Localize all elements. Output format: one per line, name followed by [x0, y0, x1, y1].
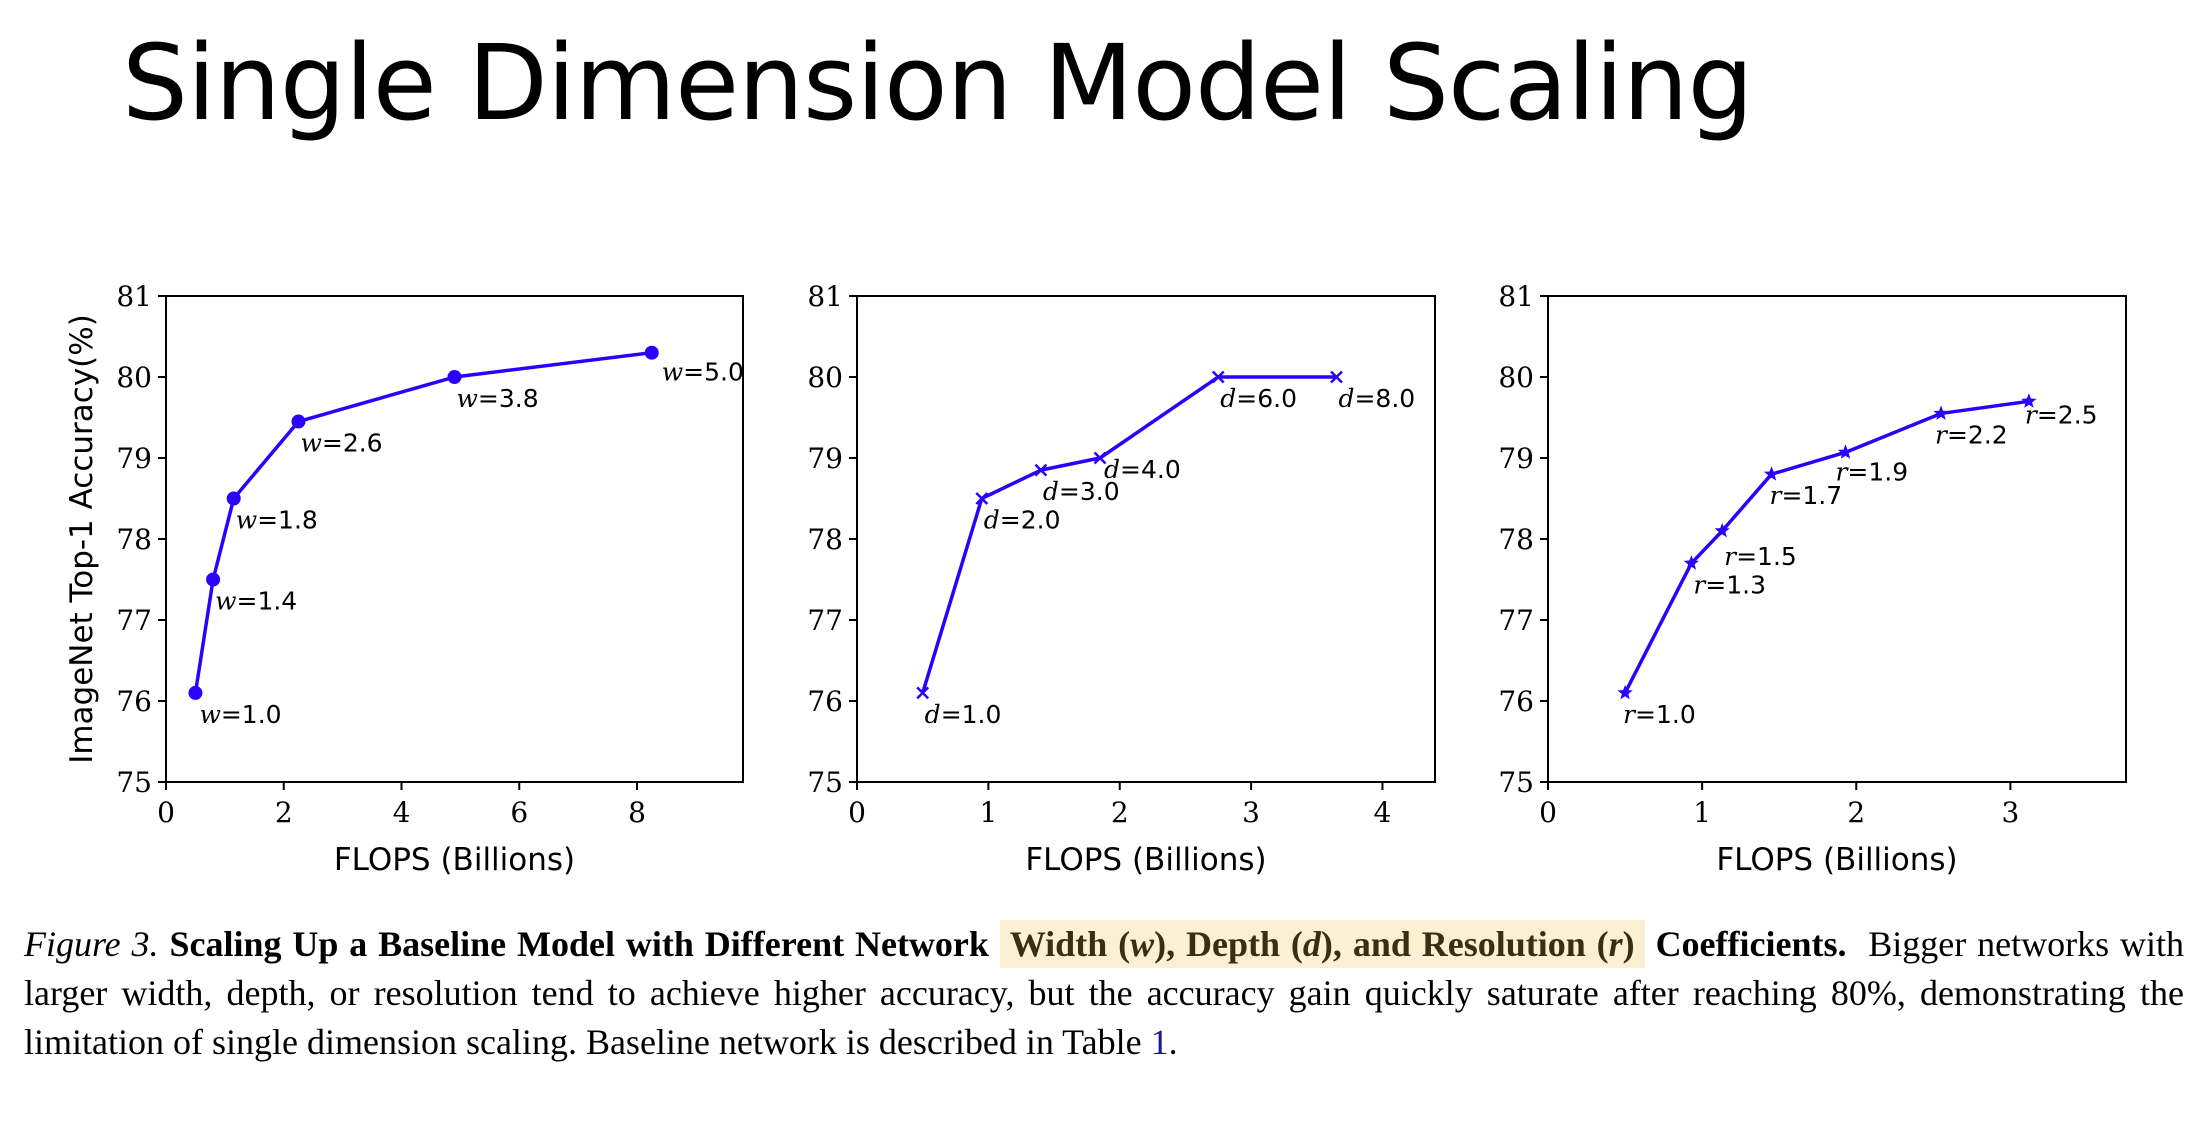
- x-tick-label: 0: [848, 796, 866, 829]
- data-label: w=1.0: [199, 700, 281, 729]
- data-point-dot: [226, 491, 241, 506]
- caption-depth: Depth: [1186, 924, 1281, 964]
- y-tick-label: 79: [807, 442, 843, 475]
- slide-title: Single Dimension Model Scaling: [122, 22, 1754, 144]
- data-label: r=1.3: [1693, 570, 1766, 599]
- x-tick-label: 2: [1847, 796, 1865, 829]
- y-tick-label: 79: [1498, 442, 1534, 475]
- data-label: r=1.9: [1835, 457, 1908, 486]
- figure-label: Figure 3.: [24, 924, 159, 964]
- data-label: w=1.4: [215, 587, 297, 616]
- data-point-x: [916, 686, 930, 700]
- data-point-x: [1211, 370, 1225, 384]
- caption-and-resolution: and Resolution: [1352, 924, 1586, 964]
- data-point-dot: [447, 370, 462, 384]
- y-tick-label: 76: [807, 685, 843, 718]
- y-tick-label: 75: [807, 766, 843, 799]
- data-point-x: [975, 492, 989, 505]
- x-tick-label: 4: [393, 796, 411, 829]
- x-tick-label: 1: [979, 796, 997, 829]
- y-tick-label: 80: [807, 361, 843, 394]
- figure-caption: Figure 3. Scaling Up a Baseline Model wi…: [24, 920, 2184, 1067]
- y-tick-label: 78: [807, 523, 843, 556]
- caption-end: .: [1168, 1022, 1178, 1062]
- y-tick-label: 80: [116, 361, 152, 394]
- y-tick-label: 76: [1498, 685, 1534, 718]
- x-tick-label: 0: [1539, 796, 1557, 829]
- y-tick-label: 75: [116, 766, 152, 799]
- chart-width-scaling: 75 76 77 78 79 80 81 0 2 4 6 8 FLOPS (Billions) Image…: [64, 280, 744, 878]
- chart-resolution-scaling: 75 76 77 78 79 80 81 0 1 2 3 FLOPS (Billions) r=1.0 r…: [1498, 280, 2127, 878]
- data-point-dot: [188, 685, 203, 700]
- data-point-dot: [206, 572, 221, 587]
- y-tick-label: 76: [116, 685, 152, 718]
- caption-res-var: r: [1608, 924, 1623, 964]
- x-tick-label: 0: [157, 796, 175, 829]
- data-label: r=1.5: [1724, 542, 1797, 571]
- x-tick-label: 2: [275, 796, 293, 829]
- data-point-star: [1714, 522, 1730, 538]
- y-tick-label: 81: [807, 280, 843, 313]
- y-tick-label: 77: [116, 604, 152, 637]
- data-label: d=8.0: [1338, 384, 1415, 413]
- caption-body: Bigger networks with larger width, depth…: [24, 924, 2185, 1062]
- figure-charts: 75 76 77 78 79 80 81 0 2 4 6 8 FLOPS (Billions) Image…: [64, 280, 2127, 878]
- data-point-x: [1034, 463, 1048, 477]
- data-point-star: [1933, 405, 1949, 420]
- x-tick-label: 2: [1111, 796, 1129, 829]
- y-tick-label: 79: [116, 442, 152, 475]
- caption-depth-var: d: [1302, 924, 1321, 964]
- data-label: d=6.0: [1220, 384, 1297, 413]
- x-tick-label: 8: [628, 796, 646, 829]
- x-tick-label: 1: [1693, 796, 1711, 829]
- y-tick-label: 75: [1498, 766, 1534, 799]
- data-label: r=1.0: [1623, 700, 1696, 729]
- caption-bold-lead: Scaling Up a Baseline Model with Differe…: [169, 924, 989, 964]
- data-point-star: [2021, 393, 2037, 408]
- caption-bold-tail: Coefficients.: [1655, 924, 1847, 964]
- chart-depth-scaling: 75 76 77 78 79 80 81 0 1 2 3 4 FLOPS (Billions) d=1.0…: [807, 280, 1436, 878]
- x-axis-title: FLOPS (Billions): [334, 842, 575, 878]
- y-tick-label: 77: [807, 604, 843, 637]
- data-label: d=3.0: [1043, 477, 1120, 506]
- caption-highlight: Width (w), Depth (d), and Resolution (r): [999, 920, 1645, 968]
- data-point-star: [1617, 684, 1633, 700]
- x-tick-label: 6: [510, 796, 528, 829]
- y-tick-label: 80: [1498, 361, 1534, 394]
- data-label: w=5.0: [662, 358, 744, 387]
- series-line: [921, 375, 1337, 694]
- data-point-star: [1763, 466, 1780, 481]
- y-tick-label: 81: [116, 280, 152, 313]
- x-tick-label: 4: [1374, 796, 1392, 829]
- data-point-dot: [291, 414, 306, 429]
- y-tick-label: 78: [1498, 523, 1534, 556]
- series-line: [193, 350, 652, 694]
- data-label: d=1.0: [925, 700, 1002, 729]
- data-point-star: [1837, 444, 1854, 459]
- data-point-star: [1683, 555, 1699, 570]
- x-tick-label: 3: [2001, 796, 2019, 829]
- caption-width: Width: [1009, 924, 1108, 964]
- data-label: w=3.8: [457, 384, 539, 413]
- data-label: d=2.0: [984, 506, 1061, 535]
- data-point-dot: [644, 345, 659, 360]
- data-label: w=2.6: [300, 429, 382, 458]
- data-label: r=1.7: [1769, 481, 1842, 510]
- y-axis-title: ImageNet Top-1 Accuracy(%): [64, 314, 100, 764]
- data-label: w=1.8: [236, 506, 318, 535]
- y-tick-label: 77: [1498, 604, 1534, 637]
- y-tick-label: 78: [116, 523, 152, 556]
- caption-width-var: w: [1130, 924, 1155, 964]
- data-point-x: [1093, 451, 1107, 465]
- x-tick-label: 3: [1242, 796, 1260, 829]
- data-label: d=4.0: [1104, 455, 1181, 484]
- data-label: r=2.5: [2025, 400, 2098, 429]
- data-point-x: [1330, 370, 1343, 384]
- y-tick-label: 81: [1498, 280, 1534, 313]
- table-reference-link[interactable]: 1: [1150, 1022, 1169, 1062]
- x-axis-title: FLOPS (Billions): [1025, 842, 1266, 878]
- x-axis-title: FLOPS (Billions): [1716, 842, 1957, 878]
- data-label: r=2.2: [1935, 420, 2008, 449]
